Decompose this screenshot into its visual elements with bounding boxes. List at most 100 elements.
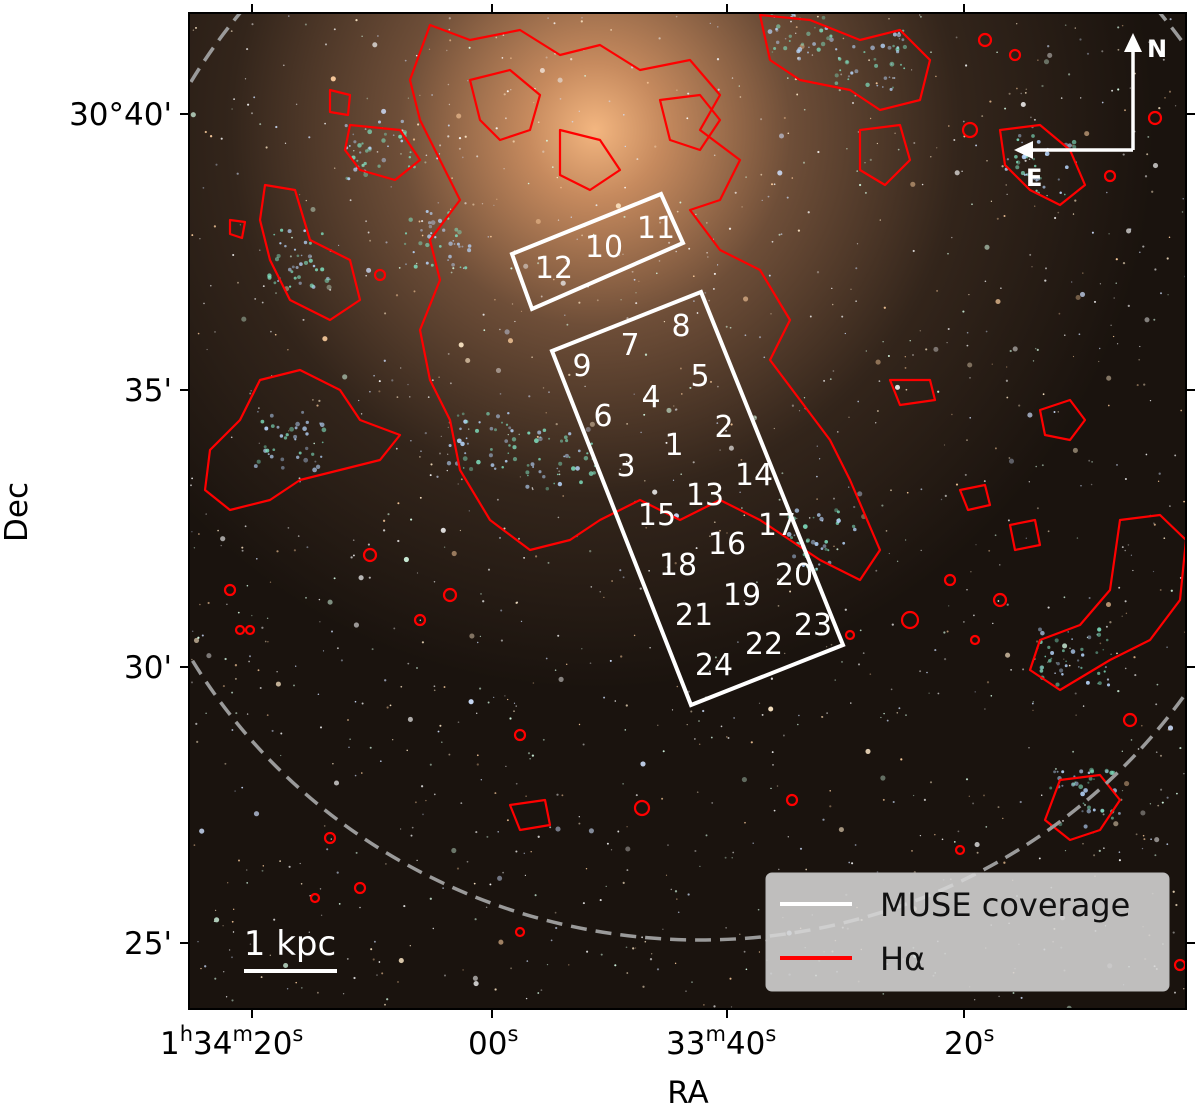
star bbox=[447, 83, 450, 86]
star bbox=[1106, 678, 1110, 681]
star bbox=[1086, 636, 1088, 639]
star bbox=[249, 392, 252, 395]
star bbox=[741, 777, 747, 783]
star bbox=[1129, 87, 1132, 89]
star bbox=[913, 141, 916, 145]
star bbox=[291, 236, 293, 239]
star bbox=[421, 641, 425, 644]
star bbox=[391, 379, 394, 382]
star bbox=[709, 22, 711, 25]
star bbox=[463, 419, 468, 424]
star bbox=[836, 510, 840, 514]
star bbox=[589, 662, 592, 665]
star bbox=[1134, 674, 1137, 677]
star bbox=[836, 548, 839, 551]
star bbox=[313, 442, 316, 445]
star bbox=[280, 754, 282, 757]
star bbox=[790, 20, 792, 23]
star bbox=[1164, 97, 1166, 99]
star bbox=[646, 81, 649, 84]
star bbox=[487, 236, 490, 238]
star bbox=[865, 748, 871, 754]
star bbox=[372, 42, 378, 48]
star bbox=[811, 10, 813, 12]
star bbox=[495, 127, 498, 130]
star bbox=[1036, 139, 1041, 144]
star bbox=[387, 145, 389, 148]
star bbox=[464, 135, 467, 138]
star bbox=[1078, 333, 1081, 336]
star bbox=[363, 172, 369, 178]
star bbox=[728, 227, 732, 230]
star bbox=[1034, 205, 1036, 207]
star bbox=[1032, 360, 1035, 362]
star bbox=[253, 811, 260, 817]
star bbox=[479, 635, 482, 638]
star bbox=[912, 249, 915, 253]
star bbox=[476, 641, 479, 644]
star bbox=[879, 219, 881, 221]
star bbox=[507, 698, 509, 701]
star bbox=[966, 331, 969, 334]
star bbox=[277, 280, 280, 282]
star bbox=[554, 911, 557, 914]
star bbox=[770, 313, 772, 315]
star bbox=[1088, 776, 1093, 781]
star bbox=[275, 125, 278, 129]
star bbox=[581, 234, 583, 237]
star bbox=[1081, 810, 1084, 813]
star bbox=[439, 144, 442, 147]
star bbox=[881, 504, 884, 507]
star bbox=[665, 441, 668, 444]
star bbox=[595, 204, 598, 207]
star bbox=[482, 313, 485, 316]
star bbox=[624, 186, 626, 189]
star bbox=[1174, 105, 1177, 107]
star bbox=[424, 161, 427, 164]
star bbox=[1072, 213, 1075, 215]
star bbox=[1121, 24, 1124, 27]
star bbox=[387, 513, 390, 516]
star bbox=[298, 281, 302, 285]
star bbox=[434, 236, 437, 239]
star bbox=[1168, 236, 1171, 238]
star bbox=[498, 536, 502, 539]
star bbox=[729, 977, 732, 980]
star bbox=[407, 662, 410, 665]
star bbox=[679, 367, 682, 370]
star bbox=[510, 267, 513, 270]
star bbox=[559, 439, 564, 443]
star bbox=[191, 531, 193, 533]
muse-box-lower bbox=[549, 289, 846, 708]
star bbox=[482, 600, 485, 603]
star bbox=[430, 220, 436, 225]
star bbox=[429, 763, 432, 766]
star bbox=[947, 327, 950, 331]
field-label-11: 11 bbox=[637, 211, 675, 246]
star bbox=[566, 323, 569, 326]
star bbox=[508, 426, 512, 430]
star bbox=[623, 114, 625, 116]
star bbox=[935, 75, 937, 78]
star bbox=[261, 301, 264, 304]
star bbox=[1121, 750, 1123, 752]
star bbox=[485, 906, 488, 909]
star bbox=[361, 163, 365, 168]
star bbox=[489, 447, 493, 451]
star bbox=[448, 254, 452, 259]
star bbox=[438, 376, 440, 378]
star bbox=[622, 783, 624, 785]
star bbox=[880, 775, 886, 781]
star bbox=[295, 981, 297, 984]
star bbox=[462, 267, 465, 269]
star bbox=[1032, 176, 1037, 180]
tick-marks bbox=[180, 4, 1195, 1018]
star bbox=[1157, 804, 1160, 807]
star bbox=[298, 451, 302, 455]
star bbox=[676, 89, 678, 91]
star bbox=[287, 267, 292, 272]
star bbox=[361, 702, 364, 705]
star bbox=[1047, 606, 1050, 609]
star bbox=[873, 57, 877, 61]
star bbox=[250, 390, 252, 392]
